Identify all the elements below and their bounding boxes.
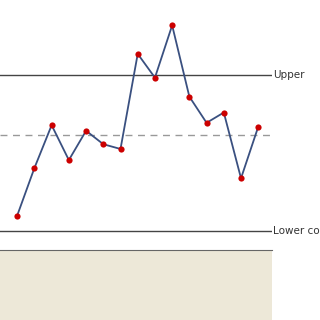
Point	[15, 213, 20, 218]
Point	[152, 75, 157, 80]
Point	[118, 147, 123, 152]
Point	[256, 124, 261, 129]
Point	[32, 165, 37, 171]
Point	[221, 110, 226, 115]
Text: Upper: Upper	[273, 70, 304, 80]
Point	[187, 94, 192, 99]
Point	[101, 142, 106, 147]
Point	[135, 51, 140, 56]
Text: Lower control limit: Lower control limit	[273, 226, 320, 236]
Point	[238, 176, 244, 181]
Point	[170, 23, 175, 28]
Point	[49, 123, 54, 128]
Point	[66, 157, 71, 163]
Point	[204, 120, 209, 125]
Point	[84, 128, 89, 133]
